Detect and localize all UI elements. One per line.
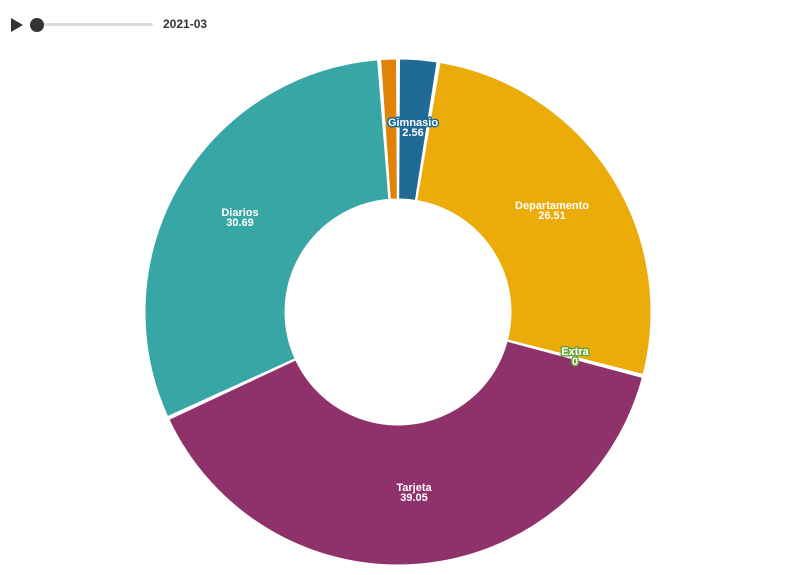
slice-label-name: Diarios [221,207,258,219]
play-button[interactable] [10,17,26,33]
timeline-slider-handle[interactable] [30,18,44,32]
slice-label-name: Tarjeta [396,482,432,494]
slice-unlabeled-5[interactable] [380,58,398,200]
slice-label-extra: Extra 0 [561,346,589,368]
slice-label-value: 0 [572,356,578,368]
slice-label-name: Gimnasio [388,117,438,129]
slice-departamento[interactable] [416,61,652,376]
timeline-slider-track[interactable] [37,23,153,26]
slice-gimnasio[interactable] [398,58,438,201]
play-icon [11,18,23,32]
current-frame-label: 2021-03 [163,17,208,31]
slice-label-value: 2.56 [402,127,423,139]
slice-label-gimnasio: Gimnasio 2.56 [388,117,438,139]
slice-label-name: Departamento [515,200,589,212]
slice-label-diarios: Diarios 30.69 [221,207,258,229]
slice-label-value: 26.51 [538,210,566,222]
slice-label-departamento: Departamento 26.51 [515,200,589,222]
slice-label-tarjeta: Tarjeta 39.05 [396,482,432,504]
slice-label-value: 39.05 [400,492,428,504]
slice-tarjeta[interactable] [168,340,643,566]
animation-player: 2021-03 [10,14,250,36]
slice-diarios[interactable] [144,59,390,418]
slice-label-value: 30.69 [226,217,254,229]
slice-label-name: Extra [561,346,589,358]
